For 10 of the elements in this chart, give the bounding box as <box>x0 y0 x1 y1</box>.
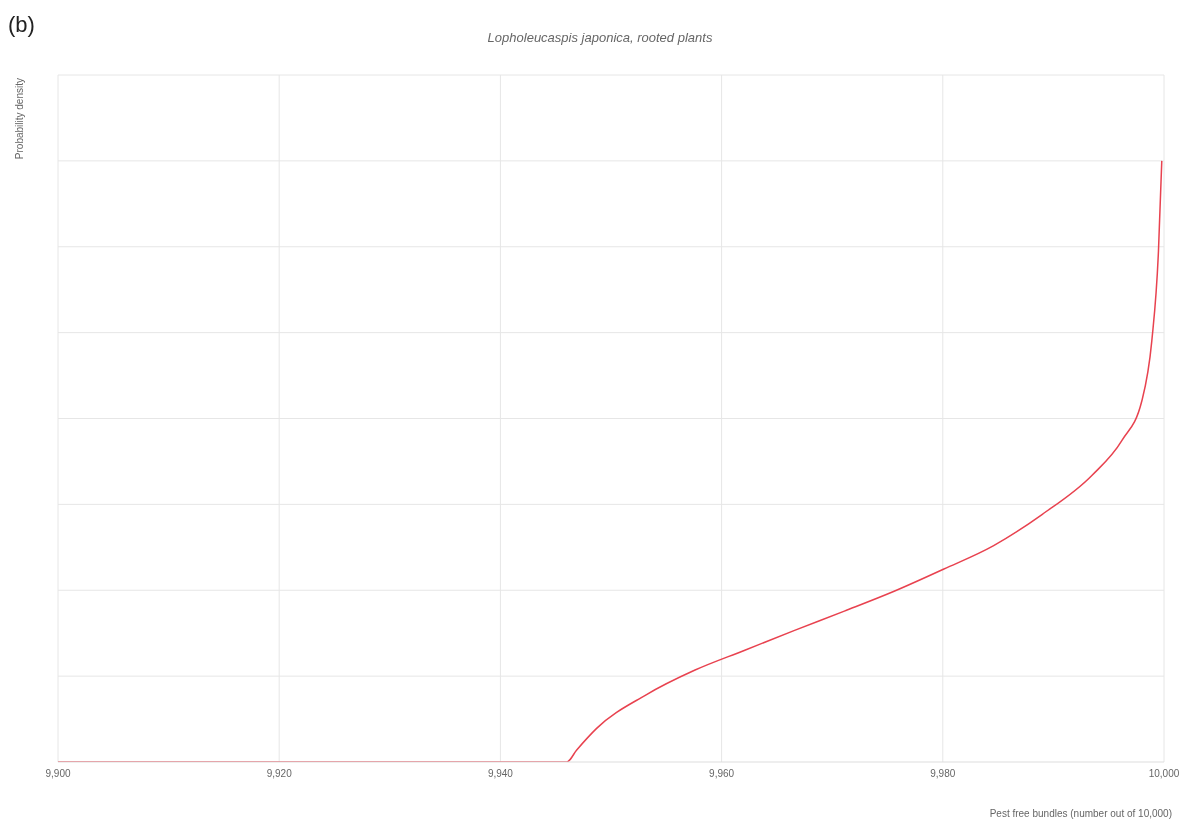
chart-title: Lopholeucaspis japonica, rooted plants <box>487 30 713 45</box>
x-tick-label: 9,920 <box>266 768 293 780</box>
y-axis-title: Probability density <box>14 78 25 160</box>
x-tick-label: 10,000 <box>1148 768 1180 780</box>
text: (b) <box>8 12 35 38</box>
x-tick-label: 9,940 <box>487 768 514 780</box>
x-axis-title: Pest free bundles (number out of 10,000) <box>989 808 1172 819</box>
x-tick-label: 9,960 <box>709 768 735 780</box>
x-tick-label: 9,980 <box>930 768 956 780</box>
x-tick-label: 9,900 <box>45 768 71 780</box>
